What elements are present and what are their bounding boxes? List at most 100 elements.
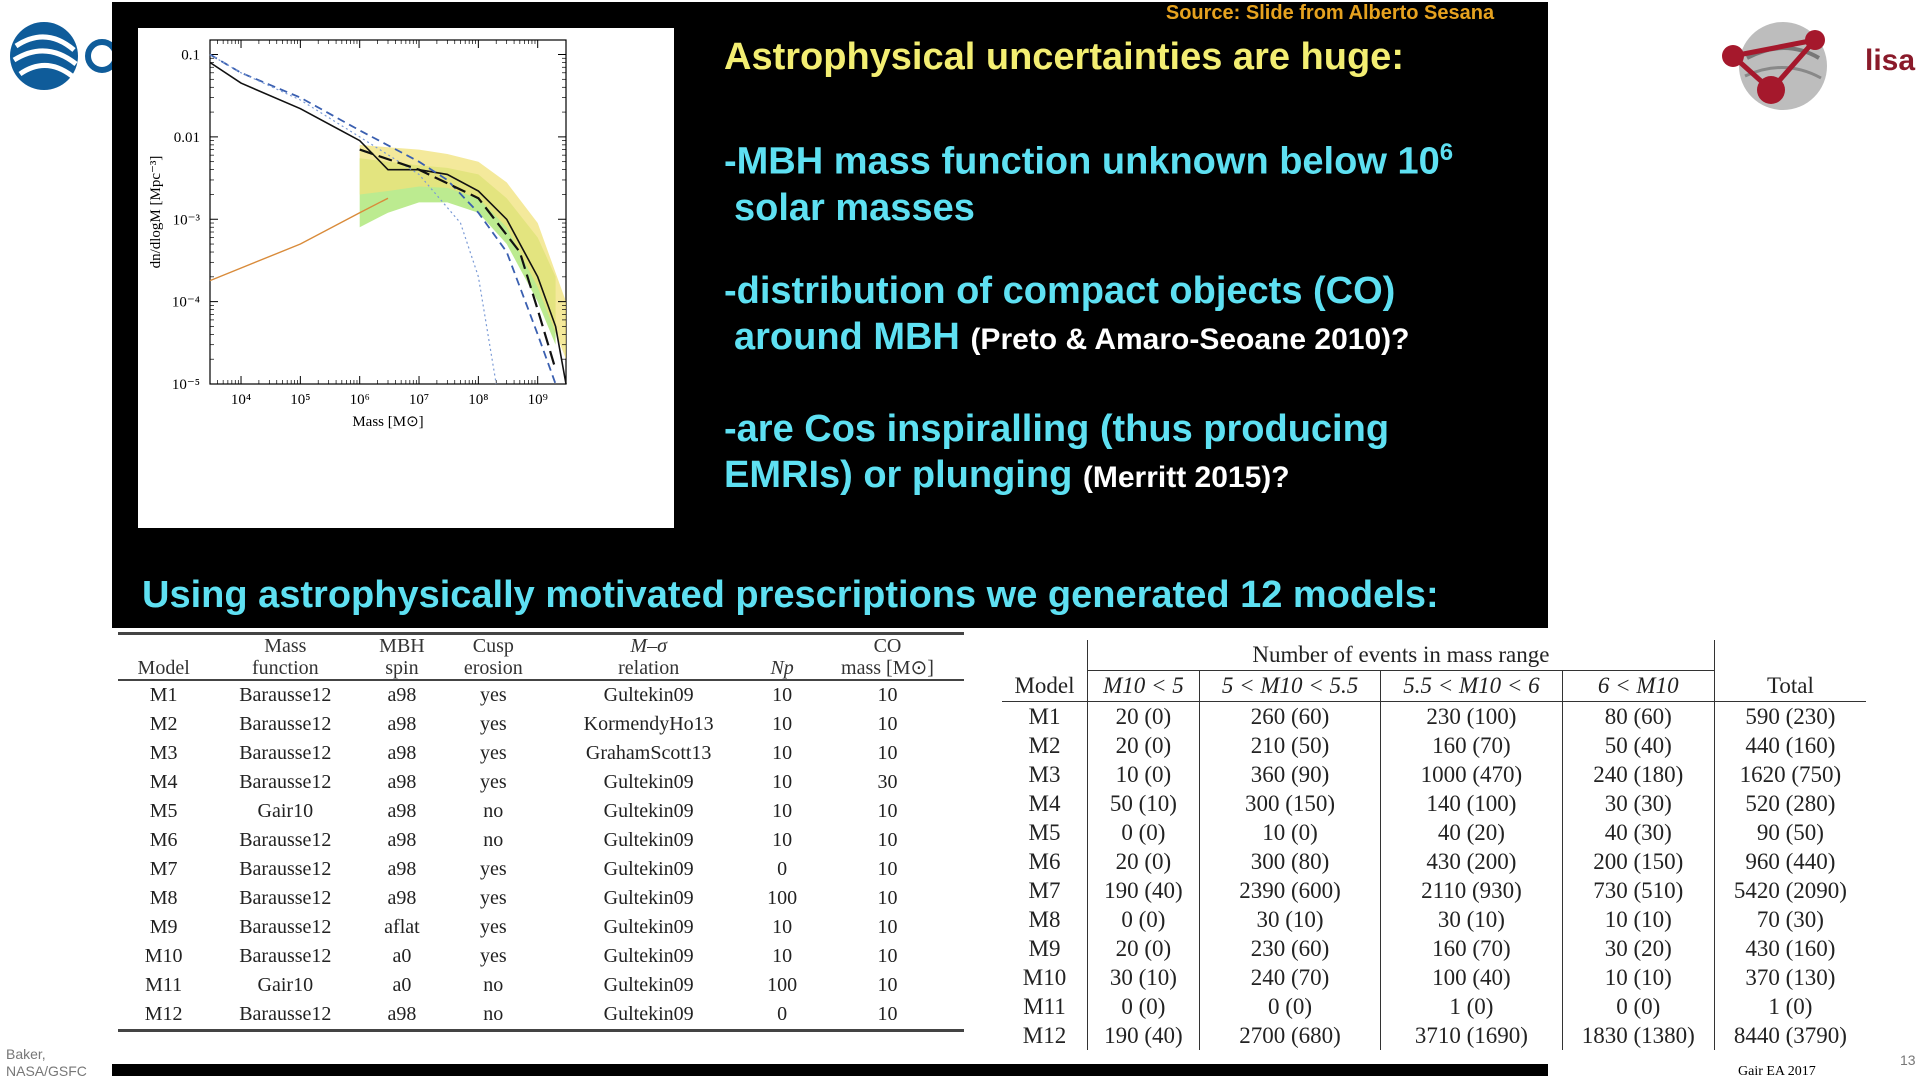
table-cell: 50 (10) (1087, 789, 1200, 818)
table-cell: yes (479, 684, 507, 706)
table-row: M10 30 (10) 240 (70) 100 (40) 10 (10) 370 (13… (1002, 963, 1866, 992)
table-cell: a98 (387, 713, 417, 735)
x-tick-label: 10⁴ (231, 392, 251, 408)
table-row: M2 Barausse12 a98 yes KormendyHo13 10 10 (118, 710, 964, 739)
table-cell: 10 (772, 829, 793, 851)
table-cell: 70 (30) (1756, 906, 1824, 932)
table-cell: KormendyHo13 (583, 713, 714, 735)
table-cell: 2110 (930) (1380, 876, 1563, 905)
y-tick-label: 10⁻⁵ (172, 377, 200, 393)
table-cell: M7 (1002, 876, 1088, 905)
table-cell: 240 (180) (1562, 760, 1715, 789)
table-cell: 40 (30) (1562, 818, 1715, 847)
table-row: M1 20 (0) 260 (60) 230 (100) 80 (60) 590 (230… (1002, 701, 1866, 731)
lisa-logo: lisa (1715, 18, 1915, 118)
mass-function-chart: 10⁴ 10⁵ 10⁶ 10⁷ 10⁸ 10⁹ 0.1 0.01 10⁻³ 10⁻⁴ 10⁻⁵ Mas… (148, 39, 567, 430)
mass-function-plot: 10⁴ 10⁵ 10⁶ 10⁷ 10⁸ 10⁹ 0.1 0.01 10⁻³ 10⁻⁴ 10⁻⁵ Mas… (138, 28, 674, 528)
table-cell: M3 (149, 742, 178, 764)
table-row: M2 20 (0) 210 (50) 160 (70) 50 (40) 440 (160) (1002, 731, 1866, 760)
table-cell: 90 (50) (1756, 819, 1824, 845)
table-cell: 8440 (3790) (1733, 1022, 1847, 1048)
table-row: M4 50 (10) 300 (150) 140 (100) 30 (30) 520 (2… (1002, 789, 1866, 818)
lisa-label: lisa (1865, 44, 1916, 77)
table-cell: 20 (0) (1087, 701, 1200, 731)
table-cell: M5 (1002, 818, 1088, 847)
table-cell: 1000 (470) (1380, 760, 1563, 789)
lt-h-spin-1: MBH (379, 635, 425, 657)
bullet-2-text: -distribution of compact objects (CO) (724, 270, 1396, 312)
table-cell: Gultekin09 (603, 829, 694, 851)
table-cell: no (483, 974, 504, 996)
table-cell: 40 (20) (1380, 818, 1563, 847)
lt-h-msigma-2: relation (618, 657, 680, 679)
rt-h-range-3: 5.5 < M10 < 6 (1380, 670, 1563, 702)
rt-h-model: Model (1002, 670, 1088, 702)
table-cell: a98 (387, 742, 417, 764)
table-cell: M8 (1002, 905, 1088, 934)
table-cell: 230 (60) (1199, 934, 1382, 963)
table-row: M6 20 (0) 300 (80) 430 (200) 200 (150) 960 (4… (1002, 847, 1866, 876)
table-cell: yes (479, 742, 507, 764)
x-tick-label: 10⁸ (468, 392, 488, 408)
table-cell: a98 (387, 858, 417, 880)
table-cell: M11 (145, 974, 183, 996)
esa-logo (10, 22, 116, 90)
table-cell: 260 (60) (1199, 701, 1382, 731)
table-cell: 20 (0) (1087, 731, 1200, 760)
slide-headline: Astrophysical uncertainties are huge: (724, 36, 1404, 78)
table-cell: 5420 (2090) (1733, 877, 1847, 903)
bullet-inspiral-plunge: -are Cos inspiralling (thus producing EM… (724, 406, 1389, 501)
lt-h-cusp-1: Cusp (472, 635, 514, 657)
table-cell: M4 (1002, 789, 1088, 818)
table-cell: Gultekin09 (603, 916, 694, 938)
lt-h-mass-2: function (251, 657, 319, 679)
table-cell: 1 (0) (1380, 992, 1563, 1021)
table-row: M11 Gair10 a0 no Gultekin09 100 10 (118, 971, 964, 1000)
bullet-3-continuation: EMRIs) or plunging (724, 454, 1073, 496)
table-cell: 0 (0) (1087, 818, 1200, 847)
citation: Gair EA 2017 (1738, 1064, 1816, 1079)
left-table-header-row-1: Mass MBH Cusp M–σ CO (118, 634, 964, 658)
table-cell: 30 (30) (1562, 789, 1715, 818)
series-line-dashed-blue (209, 53, 557, 385)
page-number: 13 (1900, 1052, 1916, 1068)
table-row: M8 0 (0) 30 (10) 30 (10) 10 (10) 70 (30) (1002, 905, 1866, 934)
table-cell: M6 (149, 829, 178, 851)
y-tick-label: 10⁻³ (173, 212, 201, 228)
lt-h-mass-1: Mass (264, 635, 307, 657)
table-cell: a0 (392, 974, 412, 996)
bullet-3-text: -are Cos inspiralling (thus producing (724, 408, 1390, 450)
table-cell: 0 (0) (1199, 992, 1382, 1021)
rt-h-blank-2 (1714, 640, 1866, 671)
table-cell: M5 (149, 800, 178, 822)
table-cell: 210 (50) (1199, 731, 1382, 760)
table-cell: 10 (772, 800, 793, 822)
table-cell: M2 (149, 713, 178, 735)
bullet-1-text: -MBH mass function unknown below 10 (724, 140, 1440, 183)
table-cell: no (483, 829, 504, 851)
table-cell: 30 (877, 771, 898, 793)
table-cell: 1 (0) (1768, 993, 1813, 1019)
rt-group-header: Number of events in mass range (1087, 640, 1715, 671)
table-cell: Barausse12 (239, 771, 332, 793)
table-cell: yes (479, 713, 507, 735)
table-row: M9 Barausse12 aflat yes Gultekin09 10 10 (118, 913, 964, 942)
table-cell: Gultekin09 (603, 684, 694, 706)
series-line-solid-black (209, 61, 567, 385)
table-cell: Gultekin09 (603, 771, 694, 793)
rt-h-range-4: 6 < M10 (1562, 670, 1715, 702)
rt-h-range-1: M10 < 5 (1087, 670, 1200, 702)
table-cell: Gultekin09 (603, 858, 694, 880)
table-cell: 10 (0) (1199, 818, 1382, 847)
table-cell: Barausse12 (239, 713, 332, 735)
table-cell: 10 (877, 684, 898, 706)
bullet-2-citation: (Preto & Amaro-Seoane 2010)? (970, 323, 1410, 356)
table-cell: 2700 (680) (1199, 1021, 1382, 1050)
table-row: M4 Barausse12 a98 yes Gultekin09 10 30 (118, 768, 964, 797)
model-parameters-table: Mass MBH Cusp M–σ CO Model function spin… (118, 632, 964, 1032)
table-cell: 80 (60) (1562, 701, 1715, 731)
bullet-1-exponent: 6 (1439, 139, 1454, 166)
table-cell: 2390 (600) (1199, 876, 1382, 905)
table-cell: 10 (772, 916, 793, 938)
table-cell: 440 (160) (1745, 732, 1836, 758)
